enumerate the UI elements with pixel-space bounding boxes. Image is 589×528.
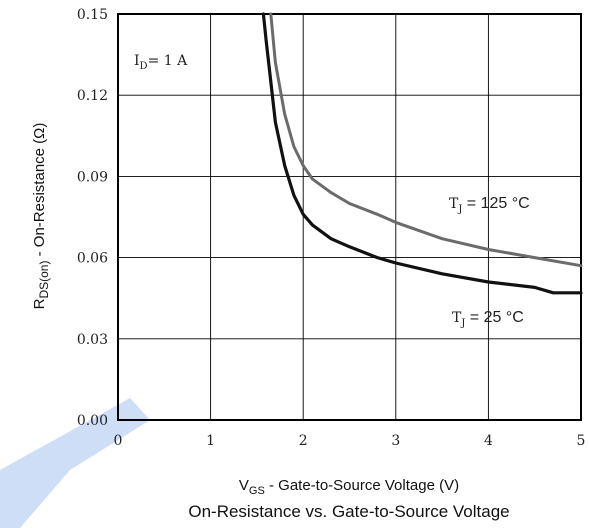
y-tick-label: 0.15 [77,7,108,23]
x-tick-label: 1 [206,433,215,449]
y-tick-label: 0.00 [77,413,108,429]
y-axis-title: RDS(on) - On-Resistance (Ω) [31,123,51,310]
x-tick-label: 3 [391,433,400,449]
plot-area: 0 1 2 3 4 5 0.00 0.03 0.06 0.09 0.12 0.15 [77,7,586,449]
series-line-125c [269,12,583,268]
series-label-125c: TJ = 125 °C [449,195,530,215]
chart-title: On-Resistance vs. Gate-to-Source Voltage [188,502,509,521]
y-tick-label: 0.09 [77,169,108,185]
watermark-stripe [0,398,150,528]
x-tick-label: 5 [577,433,586,449]
x-tick-label: 4 [484,433,493,449]
y-tick-label: 0.06 [77,251,108,267]
series-label-25c: TJ = 25 °C [452,309,524,329]
series-line-25c [261,12,583,295]
x-axis-title: VGS - Gate-to-Source Voltage (V) [239,477,459,497]
x-tick-label: 2 [299,433,308,449]
plot-frame [117,13,582,421]
test-condition-annotation: ID= 1 A [134,53,188,72]
x-tick-label: 0 [114,433,123,449]
y-tick-label: 0.03 [77,332,108,348]
y-tick-label: 0.12 [77,88,108,104]
